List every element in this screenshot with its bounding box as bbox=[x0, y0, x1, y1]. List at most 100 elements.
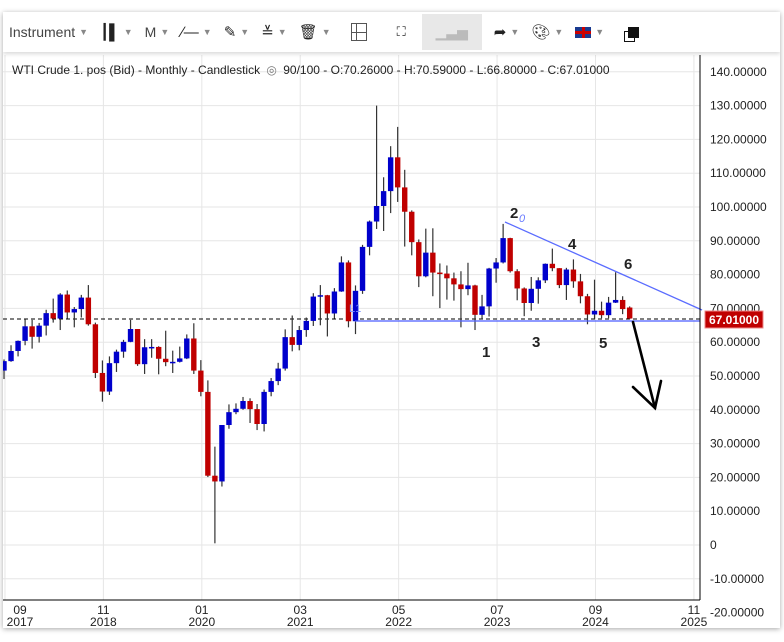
fullscreen-button[interactable]: ⛶ bbox=[381, 14, 422, 50]
line-label-0: 0 bbox=[519, 213, 526, 225]
candle-body bbox=[43, 313, 49, 326]
x-tick-month: 11 bbox=[688, 603, 701, 617]
candle-body bbox=[430, 252, 436, 273]
down-arrow-drawing[interactable] bbox=[631, 320, 663, 411]
y-tick-label: 90.00000 bbox=[710, 234, 760, 248]
candle bbox=[570, 259, 577, 288]
candle-body bbox=[22, 326, 28, 341]
candle-body bbox=[465, 285, 471, 290]
candle bbox=[444, 265, 450, 300]
candle-body bbox=[493, 262, 499, 269]
candle bbox=[57, 293, 63, 331]
chart-type-dropdown[interactable]: ┃▌ ▼ bbox=[94, 14, 139, 50]
y-tick-label: 110.00000 bbox=[710, 166, 766, 180]
x-tick-month: 11 bbox=[97, 603, 110, 617]
crosshair-button[interactable] bbox=[337, 14, 381, 50]
y-tick-label: 80.00000 bbox=[710, 268, 760, 282]
candle bbox=[493, 258, 499, 283]
candle bbox=[184, 334, 190, 360]
descending-trendline[interactable] bbox=[504, 221, 703, 311]
candle-body bbox=[78, 297, 85, 310]
caret-down-icon: ▼ bbox=[202, 27, 212, 37]
timeframe-dropdown[interactable]: M ▼ bbox=[139, 14, 176, 50]
candle bbox=[289, 315, 295, 352]
candle bbox=[423, 228, 429, 278]
candle bbox=[409, 210, 415, 256]
candle bbox=[465, 262, 471, 296]
candle bbox=[64, 290, 70, 319]
eye-icon[interactable]: ◎ bbox=[266, 63, 277, 77]
candle-body bbox=[352, 290, 359, 322]
y-tick-label: 100.00000 bbox=[710, 200, 767, 214]
candle bbox=[113, 349, 120, 372]
draw-line-dropdown[interactable]: ∕— ▼ bbox=[175, 14, 217, 50]
candle bbox=[528, 276, 534, 311]
delete-dropdown[interactable]: 🗑︎ ▼ bbox=[293, 14, 337, 50]
y-tick-label: 50.00000 bbox=[710, 369, 760, 383]
candle bbox=[36, 322, 42, 343]
candle-body bbox=[500, 238, 506, 263]
y-tick-label: 130.00000 bbox=[710, 99, 767, 113]
candle-body bbox=[247, 401, 253, 410]
candle bbox=[296, 325, 302, 351]
candle-body bbox=[303, 320, 309, 331]
candle-body bbox=[619, 299, 626, 310]
wave-label-5: 5 bbox=[599, 335, 607, 352]
candle bbox=[22, 319, 28, 346]
candle-body bbox=[177, 358, 183, 362]
candle-body bbox=[458, 284, 464, 290]
candle-body bbox=[345, 262, 352, 322]
candle-body bbox=[444, 273, 450, 279]
bar-chart-icon: ▁▃▅ bbox=[435, 23, 468, 40]
candle-body bbox=[521, 288, 527, 303]
indicators-dropdown[interactable]: ≚ ▼ bbox=[255, 14, 293, 50]
candle-body bbox=[268, 381, 274, 392]
x-axis-labels: 0920171120180120200320210520220720230920… bbox=[7, 603, 708, 628]
candle-body bbox=[127, 329, 134, 342]
candle-body bbox=[387, 157, 394, 192]
theme-dropdown[interactable]: 🎨︎ ▼ bbox=[525, 14, 569, 50]
language-dropdown[interactable]: ▼ bbox=[569, 14, 610, 50]
y-tick-label: -20.00000 bbox=[710, 606, 764, 620]
candle bbox=[127, 319, 134, 343]
candle bbox=[352, 285, 359, 335]
wave-label-6: 6 bbox=[624, 256, 632, 273]
candle-body bbox=[472, 285, 478, 315]
popout-window-button[interactable] bbox=[622, 14, 645, 50]
candle bbox=[380, 177, 387, 231]
candle-body bbox=[15, 340, 21, 351]
candle bbox=[170, 350, 176, 373]
fullscreen-icon: ⛶ bbox=[396, 24, 406, 39]
candle-body bbox=[528, 288, 534, 303]
crosshair-icon bbox=[350, 23, 367, 41]
candle bbox=[331, 288, 338, 319]
candle bbox=[402, 169, 408, 247]
candle bbox=[500, 223, 506, 264]
chart-title: WTI Crude 1. pos (Bid) - Monthly - Candl… bbox=[12, 63, 261, 77]
caret-down-icon: ▼ bbox=[321, 27, 331, 37]
wave-label-3: 3 bbox=[532, 334, 540, 351]
toolbar: Instrument ▼ ┃▌ ▼ M ▼ ∕— ▼ ✎ ▼ ≚ ▼ 🗑︎ ▼ ⛶ ▁▃▅ ➦… bbox=[3, 12, 780, 52]
candle bbox=[338, 256, 345, 292]
candle-body bbox=[514, 271, 520, 289]
candle bbox=[556, 268, 563, 289]
ruler-dropdown[interactable]: ✎ ▼ bbox=[218, 14, 256, 50]
candle-body bbox=[226, 412, 232, 426]
volume-button[interactable]: ▁▃▅ bbox=[421, 14, 482, 50]
candle bbox=[50, 298, 56, 323]
candle-body bbox=[380, 191, 387, 206]
trash-icon: 🗑︎ bbox=[298, 24, 318, 41]
candle bbox=[205, 380, 211, 478]
candlestick-icon: ┃▌ bbox=[100, 24, 120, 41]
ohlc-readout: 90/100 - O:70.26000 - H:70.59000 - L:66.… bbox=[283, 63, 610, 77]
y-tick-label: 0 bbox=[710, 538, 717, 552]
share-dropdown[interactable]: ➦ ▼ bbox=[488, 14, 526, 50]
candle bbox=[219, 425, 225, 487]
candle bbox=[416, 239, 422, 288]
last-price-label: 67.01000 bbox=[709, 313, 759, 327]
candle-body bbox=[549, 263, 556, 269]
instrument-dropdown[interactable]: Instrument ▼ bbox=[3, 14, 94, 50]
instrument-label: Instrument bbox=[9, 24, 76, 40]
candle-body bbox=[205, 391, 211, 476]
